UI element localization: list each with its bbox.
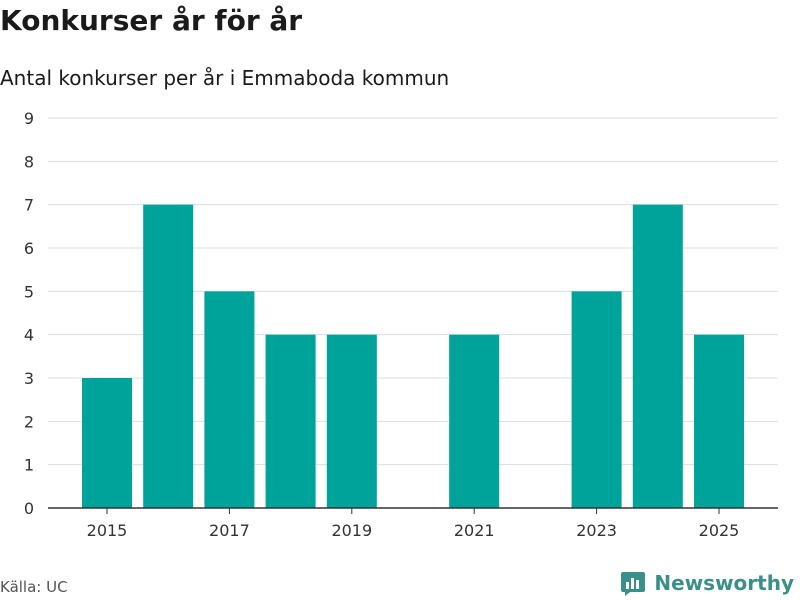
brand-logo[interactable]: Newsworthy (620, 570, 794, 596)
newsworthy-logo-icon (621, 572, 646, 596)
x-tick-label: 2023 (576, 521, 617, 540)
bar-2024 (632, 204, 683, 508)
x-tick-label: 2025 (699, 521, 740, 540)
y-tick-label: 2 (24, 412, 34, 431)
y-axis-ticks: 0 1 2 3 4 5 6 7 8 9 (24, 109, 34, 518)
x-tick-label: 2017 (209, 521, 250, 540)
y-tick-label: 4 (24, 326, 34, 345)
x-tick-label: 2015 (87, 521, 128, 540)
y-tick-label: 8 (24, 152, 34, 171)
x-tick-label: 2021 (454, 521, 495, 540)
y-tick-label: 6 (24, 239, 34, 258)
y-tick-label: 7 (24, 196, 34, 215)
bar-2025 (694, 334, 744, 508)
chart-title: Konkurser år för år (0, 4, 303, 37)
y-tick-label: 3 (24, 369, 34, 388)
chart-subtitle: Antal konkurser per år i Emmaboda kommun (0, 66, 450, 90)
y-tick-label: 5 (24, 282, 34, 301)
y-tick-label: 9 (24, 109, 34, 128)
bar-2016 (143, 204, 194, 508)
bar-2017 (204, 291, 255, 508)
bar-2015 (82, 378, 132, 508)
y-tick-label: 1 (24, 456, 34, 475)
x-axis-ticks: 2015 2017 2019 2021 2023 2025 (87, 508, 740, 540)
bar-2021 (449, 334, 500, 508)
bar-2019 (326, 334, 377, 508)
brand-name: Newsworthy (654, 571, 794, 595)
bars (82, 204, 744, 508)
source-note: Källa: UC (0, 578, 68, 596)
bar-2023 (571, 291, 622, 508)
bar-2018 (265, 334, 316, 508)
x-tick-label: 2019 (331, 521, 372, 540)
y-tick-label: 0 (24, 499, 34, 518)
